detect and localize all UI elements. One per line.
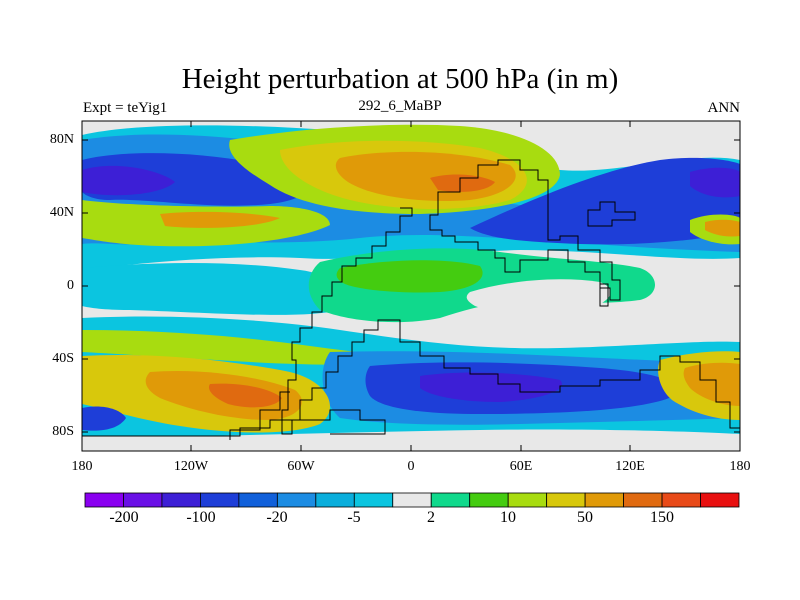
colorbar-label-7: 150 bbox=[650, 509, 674, 526]
colorbar-box-11 bbox=[507, 492, 548, 508]
northeast-orange-blob bbox=[705, 219, 740, 237]
colorbar-box-5 bbox=[276, 492, 317, 508]
colorbar-box-6 bbox=[315, 492, 355, 508]
colorbar-label-4: 2 bbox=[427, 509, 435, 526]
south-polar-neutral bbox=[82, 429, 740, 451]
northeast-deep-low bbox=[690, 167, 740, 198]
colorbar-box-1 bbox=[123, 492, 163, 508]
axis-ticks bbox=[82, 121, 740, 451]
colorbar-box-4 bbox=[238, 492, 278, 508]
colorbar-label-2: -20 bbox=[266, 509, 288, 526]
season-label: ANN bbox=[707, 100, 741, 116]
lon-label-60w: 60W bbox=[287, 459, 315, 474]
colorbar-label-1: -100 bbox=[186, 509, 216, 526]
tropical-cyan-band bbox=[82, 263, 348, 315]
lat-label-0: 0 bbox=[67, 278, 74, 293]
colorbar-box-8 bbox=[392, 492, 432, 508]
southeast-ridge-orange bbox=[683, 362, 740, 406]
colorbar bbox=[84, 492, 740, 508]
colorbar-box-15 bbox=[661, 492, 701, 508]
south-deep-trough bbox=[420, 372, 562, 402]
colorbar-label-0: -200 bbox=[109, 509, 139, 526]
northeast-blue-low bbox=[470, 157, 740, 245]
southern-continent-outline bbox=[388, 319, 740, 429]
colorbar-box-13 bbox=[584, 492, 624, 508]
lat-label-40s: 40S bbox=[52, 351, 74, 366]
tropical-neutral-patch bbox=[466, 279, 611, 314]
lat-label-80s: 80S bbox=[52, 424, 74, 439]
colorbar-box-0 bbox=[84, 492, 124, 508]
colorbar-label-6: 50 bbox=[577, 509, 593, 526]
lat-label-80n: 80N bbox=[49, 132, 74, 147]
lat-label-40n: 40N bbox=[49, 205, 74, 220]
colorbar-box-12 bbox=[546, 492, 586, 508]
period-label: 292_6_MaBP bbox=[358, 98, 442, 114]
height-field bbox=[82, 121, 740, 451]
northwest-orange-blob bbox=[160, 211, 280, 228]
lon-label-180w: 180 bbox=[71, 459, 93, 474]
colorbar-box-16 bbox=[700, 492, 740, 508]
colorbar-label-3: -5 bbox=[347, 509, 361, 526]
colorbar-box-7 bbox=[353, 492, 394, 508]
colorbar-box-2 bbox=[161, 492, 201, 508]
lon-label-60e: 60E bbox=[509, 459, 533, 474]
antarctic-outline bbox=[82, 409, 386, 437]
northwest-deep-low bbox=[82, 165, 175, 196]
southwest-ridge-core bbox=[208, 383, 282, 408]
colorbar-box-3 bbox=[200, 492, 240, 508]
northeast-island-outline bbox=[587, 201, 636, 227]
colorbar-box-9 bbox=[430, 492, 471, 508]
lon-label-180e: 180 bbox=[729, 459, 751, 474]
colorbar-box-14 bbox=[623, 492, 663, 508]
experiment-label: Expt = teYig1 bbox=[83, 100, 168, 116]
continent-outline-west bbox=[281, 207, 413, 435]
coastlines bbox=[82, 159, 740, 440]
continent-outline-east bbox=[429, 159, 621, 301]
tropical-green-core bbox=[336, 260, 483, 293]
south-peninsula-outline bbox=[229, 391, 290, 440]
lon-label-0: 0 bbox=[407, 459, 415, 474]
island-outline bbox=[599, 283, 609, 307]
colorbar-label-5: 10 bbox=[500, 509, 516, 526]
plot-title: Height perturbation at 500 hPa (in m) bbox=[181, 63, 619, 95]
colorbar-box-10 bbox=[469, 492, 509, 508]
southwest-blue-blob bbox=[82, 406, 126, 431]
north-ridge-core bbox=[430, 174, 495, 192]
lon-label-120e: 120E bbox=[615, 459, 645, 474]
lon-label-120w: 120W bbox=[173, 459, 209, 474]
